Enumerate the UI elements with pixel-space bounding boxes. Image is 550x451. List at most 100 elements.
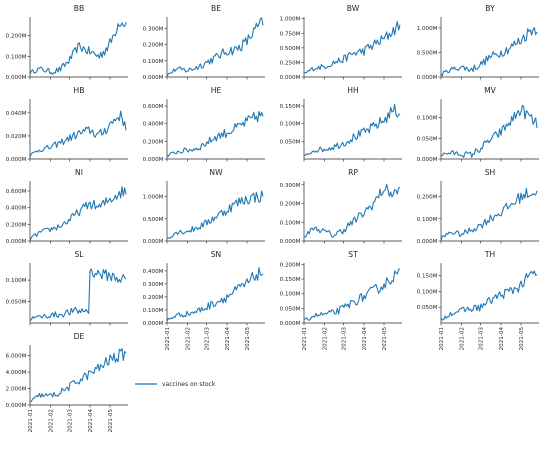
panel-title: ST bbox=[348, 250, 358, 259]
x-tick-label: 2021-03 bbox=[204, 327, 210, 351]
y-tick-label: 0.020M bbox=[6, 134, 27, 140]
series-line-vaccines-on-stock bbox=[303, 183, 401, 238]
panel-be: BE 0.000M 0.100M 0.200M 0.300M bbox=[143, 4, 265, 81]
x-tick-label: 2021-04 bbox=[225, 327, 231, 351]
x-tick-label: 2021-05 bbox=[382, 327, 388, 351]
x-tick-label: 2021-05 bbox=[245, 327, 251, 351]
panel-title: TH bbox=[484, 250, 495, 259]
y-tick-label: 1.000M bbox=[417, 26, 438, 32]
x-tick-label: 2021-04 bbox=[499, 327, 505, 351]
panel-by: BY 0.000M 0.500M 1.000M bbox=[417, 4, 539, 81]
series-line-vaccines-on-stock bbox=[440, 270, 538, 321]
y-tick-label: 0.400M bbox=[143, 122, 164, 128]
panel-title: BE bbox=[211, 4, 221, 13]
panel-title: BW bbox=[347, 4, 360, 13]
panel-title: SN bbox=[211, 250, 222, 259]
panel-sl: SL 0.050M 0.100M bbox=[6, 250, 128, 326]
x-tick-label: 2021-01 bbox=[302, 327, 308, 351]
legend: vaccines on stock bbox=[135, 381, 216, 388]
y-tick-label: 0.400M bbox=[6, 206, 27, 212]
y-tick-label: 0.300M bbox=[280, 183, 301, 189]
y-tick-label: 0.200M bbox=[280, 202, 301, 208]
y-tick-label: 0.000M bbox=[417, 157, 438, 163]
y-tick-label: 1.000M bbox=[280, 17, 301, 23]
series-line-vaccines-on-stock bbox=[29, 347, 127, 403]
x-tick-label: 2021-04 bbox=[362, 327, 368, 351]
x-tick-label: 2021-01 bbox=[439, 327, 445, 351]
series-line-vaccines-on-stock bbox=[166, 17, 264, 78]
panel-title: BB bbox=[74, 4, 84, 13]
panel-title: MV bbox=[484, 86, 497, 95]
x-tick-label: 2021-03 bbox=[67, 409, 73, 433]
y-tick-label: 0.000M bbox=[143, 239, 164, 245]
series-line-vaccines-on-stock bbox=[303, 103, 401, 157]
y-tick-label: 0.100M bbox=[280, 122, 301, 128]
x-tick-label: 2021-05 bbox=[519, 327, 525, 351]
panel-title: HB bbox=[74, 86, 85, 95]
y-tick-label: 0.200M bbox=[280, 262, 301, 268]
panel-title: NI bbox=[75, 168, 83, 177]
y-tick-label: 0.400M bbox=[143, 269, 164, 275]
panel-nw: NW 0.000M 0.500M 1.000M bbox=[143, 168, 265, 245]
y-tick-label: 0.200M bbox=[6, 222, 27, 228]
x-tick-label: 2021-03 bbox=[341, 327, 347, 351]
series-line-vaccines-on-stock bbox=[166, 110, 264, 157]
y-tick-label: 0.100M bbox=[417, 289, 438, 295]
y-tick-label: 0.000M bbox=[143, 321, 164, 327]
panel-title: HE bbox=[211, 86, 222, 95]
y-tick-label: 0.050M bbox=[280, 139, 301, 145]
y-tick-label: 0.100M bbox=[6, 278, 27, 284]
y-tick-label: 0.000M bbox=[143, 75, 164, 81]
series-line-vaccines-on-stock bbox=[440, 187, 538, 241]
y-tick-label: 0.500M bbox=[417, 50, 438, 56]
series-line-vaccines-on-stock bbox=[29, 186, 127, 242]
y-tick-label: 0.000M bbox=[417, 239, 438, 245]
y-tick-label: 0.200M bbox=[417, 195, 438, 201]
y-tick-label: 0.000M bbox=[143, 157, 164, 163]
series-line-vaccines-on-stock bbox=[303, 268, 401, 321]
y-tick-label: 6.000M bbox=[6, 354, 27, 360]
series-line-vaccines-on-stock bbox=[440, 27, 538, 77]
series-line-vaccines-on-stock bbox=[440, 104, 538, 158]
x-tick-label: 2021-02 bbox=[186, 327, 192, 350]
y-tick-label: 0.200M bbox=[143, 43, 164, 49]
series-line-vaccines-on-stock bbox=[29, 22, 127, 75]
panel-th: TH 0.050M 0.100M 0.150M 2021-01 2021-02 2021-0… bbox=[417, 250, 539, 350]
panel-st: ST 0.000M 0.050M 0.100M 0.150M 0.200M 2021-01 2… bbox=[280, 250, 402, 350]
y-tick-label: 0.100M bbox=[417, 116, 438, 122]
y-tick-label: 0.200M bbox=[143, 139, 164, 145]
y-tick-label: 0.300M bbox=[143, 282, 164, 288]
panel-title: HH bbox=[347, 86, 358, 95]
panel-title: RP bbox=[348, 168, 358, 177]
y-tick-label: 0.500M bbox=[280, 46, 301, 52]
y-tick-label: 0.200M bbox=[6, 34, 27, 40]
y-tick-label: 2.000M bbox=[6, 387, 27, 393]
y-tick-label: 0.000M bbox=[6, 75, 27, 81]
series-line-vaccines-on-stock bbox=[166, 267, 264, 322]
panel-sh: SH 0.000M 0.100M 0.200M bbox=[417, 168, 539, 245]
panel-hb: HB 0.000M 0.020M 0.040M bbox=[6, 86, 128, 163]
y-tick-label: 0.150M bbox=[280, 104, 301, 110]
panel-title: DE bbox=[74, 332, 85, 341]
panel-title: BY bbox=[485, 4, 495, 13]
y-tick-label: 0.300M bbox=[143, 26, 164, 32]
y-tick-label: 0.150M bbox=[417, 274, 438, 280]
series-line-vaccines-on-stock bbox=[303, 21, 401, 74]
panel-bb: BB 0.000M 0.100M 0.200M bbox=[6, 4, 128, 81]
y-tick-label: 0.000M bbox=[280, 239, 301, 245]
panel-bw: BW 0.000M 0.250M 0.500M 0.750M 1.000M bbox=[280, 4, 402, 81]
y-tick-label: 4.000M bbox=[6, 370, 27, 376]
y-tick-label: 0.100M bbox=[417, 217, 438, 223]
series-line-vaccines-on-stock bbox=[166, 190, 264, 239]
y-tick-label: 0.150M bbox=[280, 277, 301, 283]
y-tick-label: 0.050M bbox=[417, 136, 438, 142]
panel-ni: NI 0.000M 0.200M 0.400M 0.600M bbox=[6, 168, 128, 245]
y-tick-label: 0.200M bbox=[143, 295, 164, 301]
y-tick-label: 0.750M bbox=[280, 31, 301, 37]
y-tick-label: 0.500M bbox=[143, 217, 164, 223]
y-tick-label: 0.600M bbox=[6, 189, 27, 195]
panel-sn: SN 0.000M 0.100M 0.200M 0.300M 0.400M 2021-01 2… bbox=[143, 250, 265, 350]
panel-mv: MV 0.000M 0.050M 0.100M bbox=[417, 86, 539, 163]
y-tick-label: 0.050M bbox=[280, 306, 301, 312]
